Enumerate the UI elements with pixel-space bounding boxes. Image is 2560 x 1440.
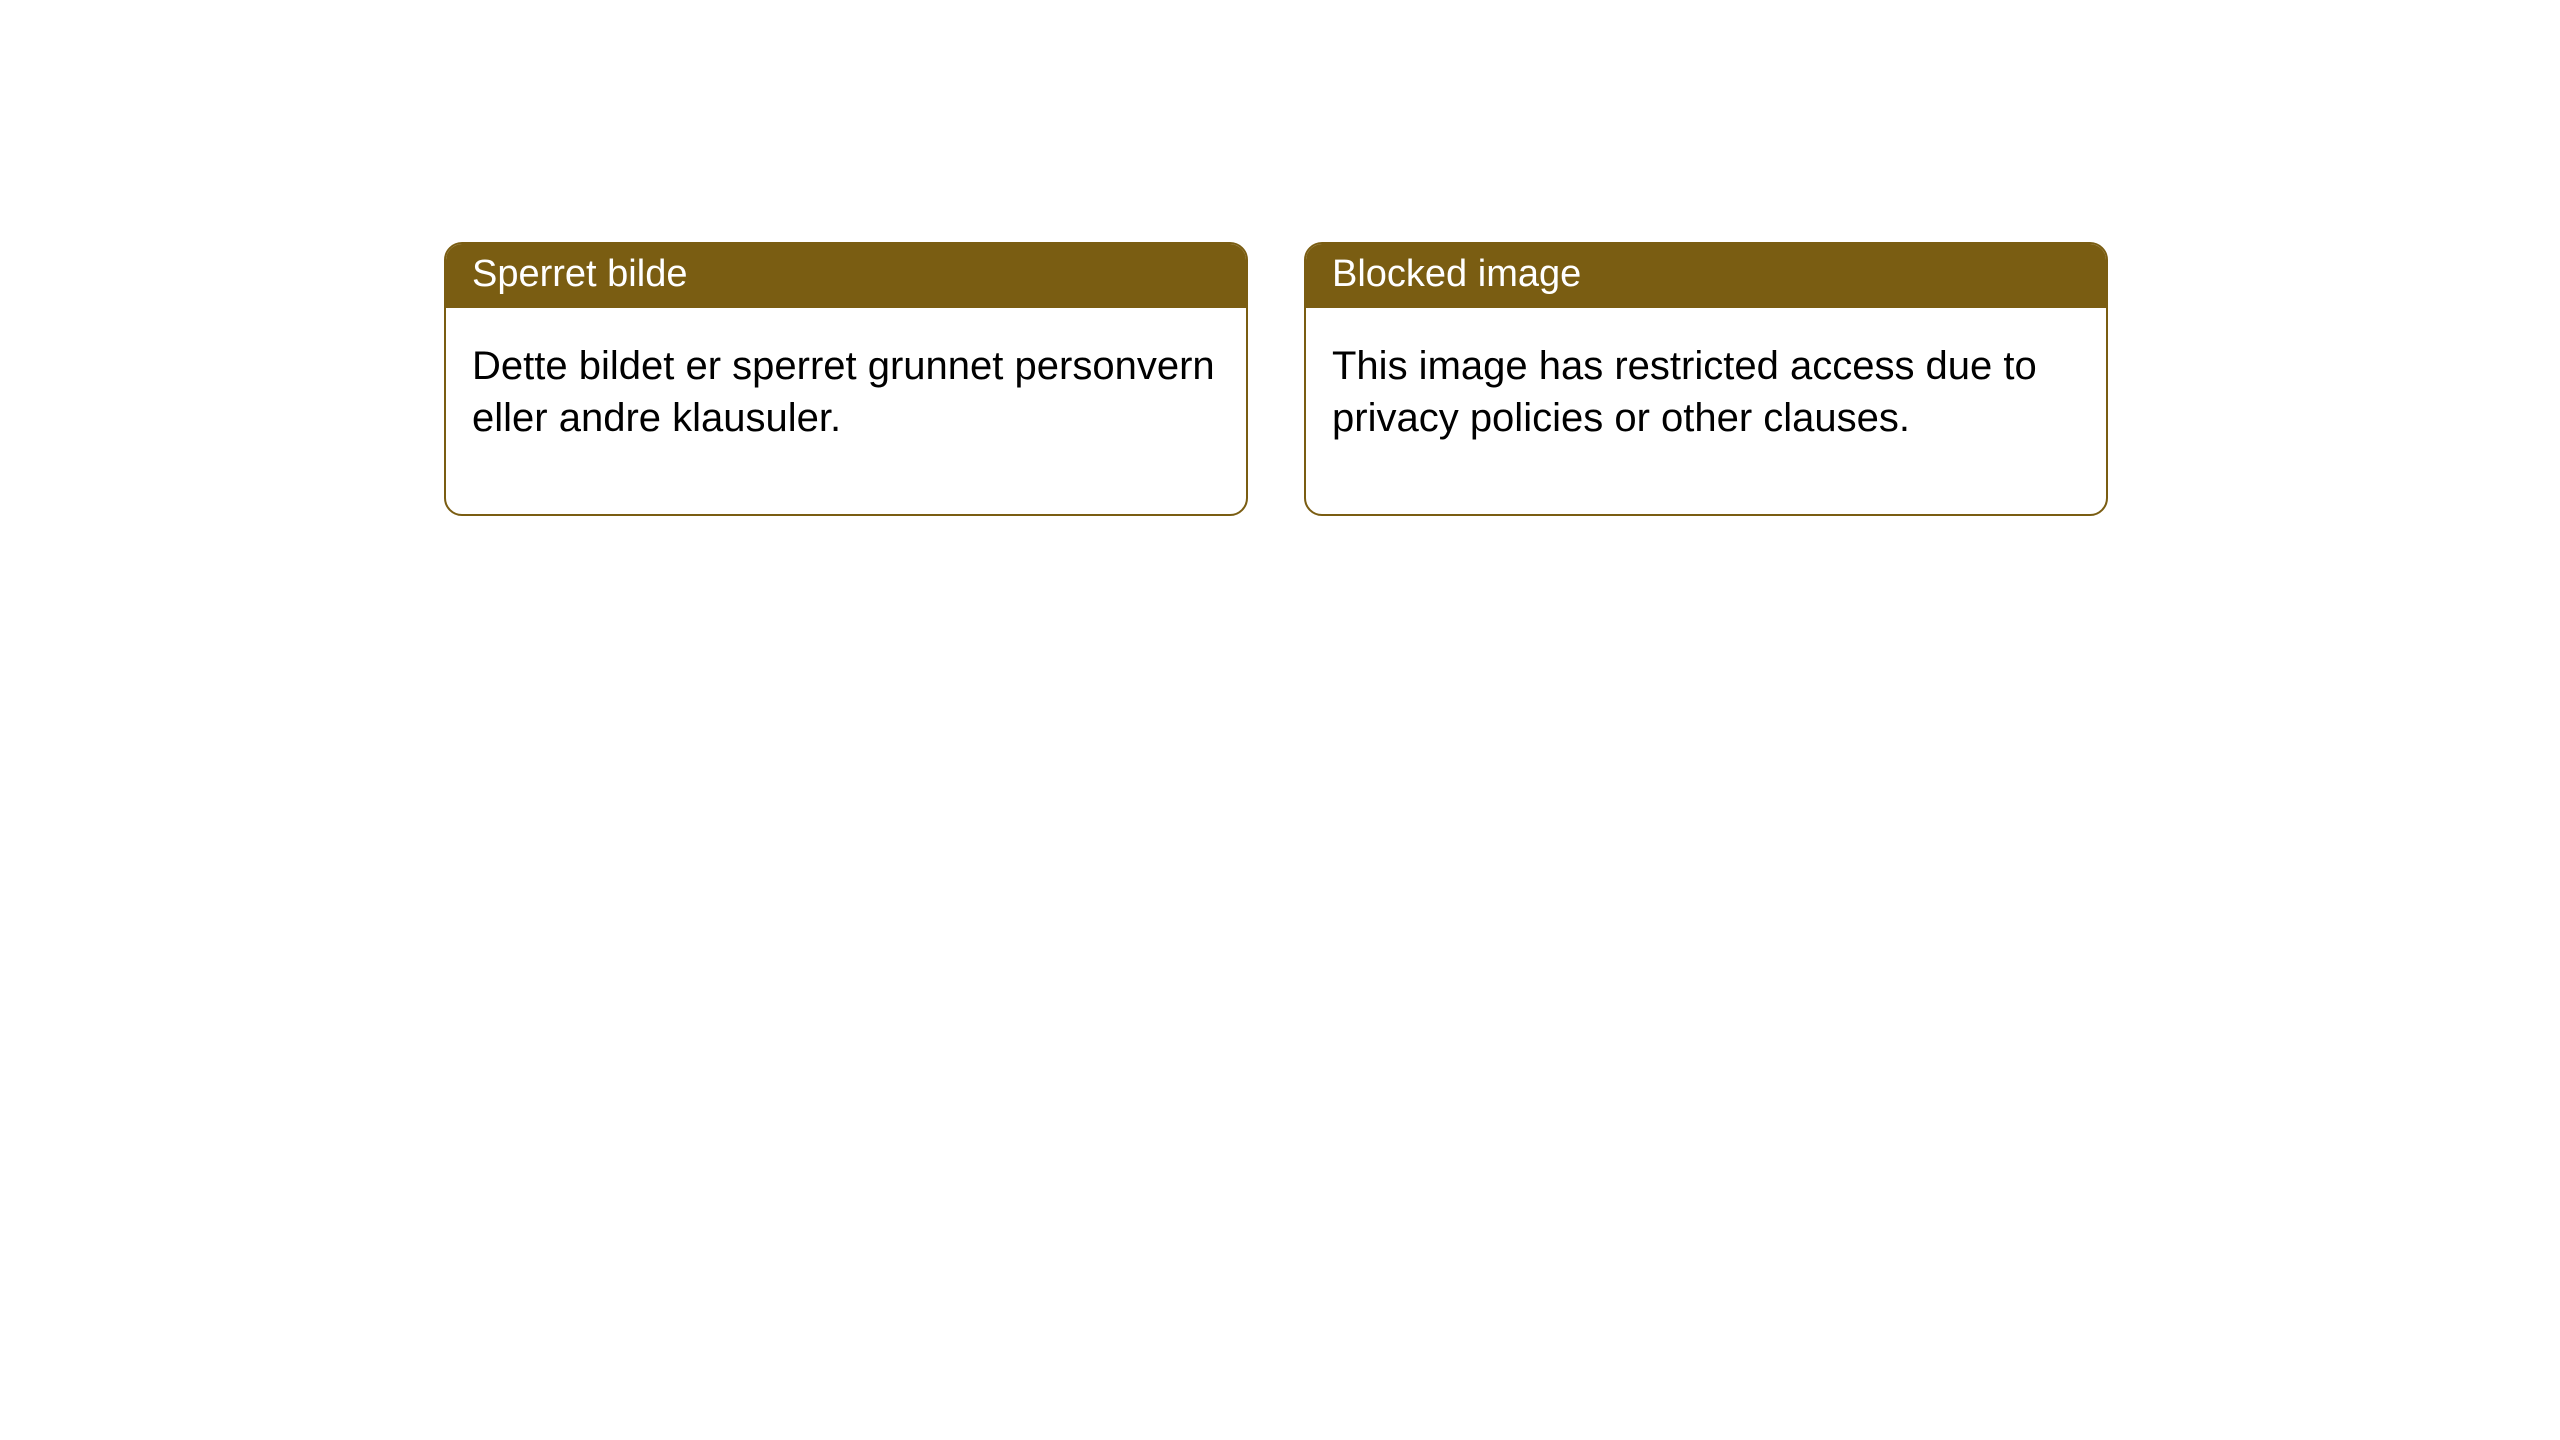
- notice-body: Dette bildet er sperret grunnet personve…: [446, 308, 1246, 514]
- notice-header: Blocked image: [1306, 244, 2106, 308]
- notice-header: Sperret bilde: [446, 244, 1246, 308]
- notice-container: Sperret bilde Dette bildet er sperret gr…: [0, 0, 2560, 516]
- notice-body: This image has restricted access due to …: [1306, 308, 2106, 514]
- notice-card-norwegian: Sperret bilde Dette bildet er sperret gr…: [444, 242, 1248, 516]
- notice-card-english: Blocked image This image has restricted …: [1304, 242, 2108, 516]
